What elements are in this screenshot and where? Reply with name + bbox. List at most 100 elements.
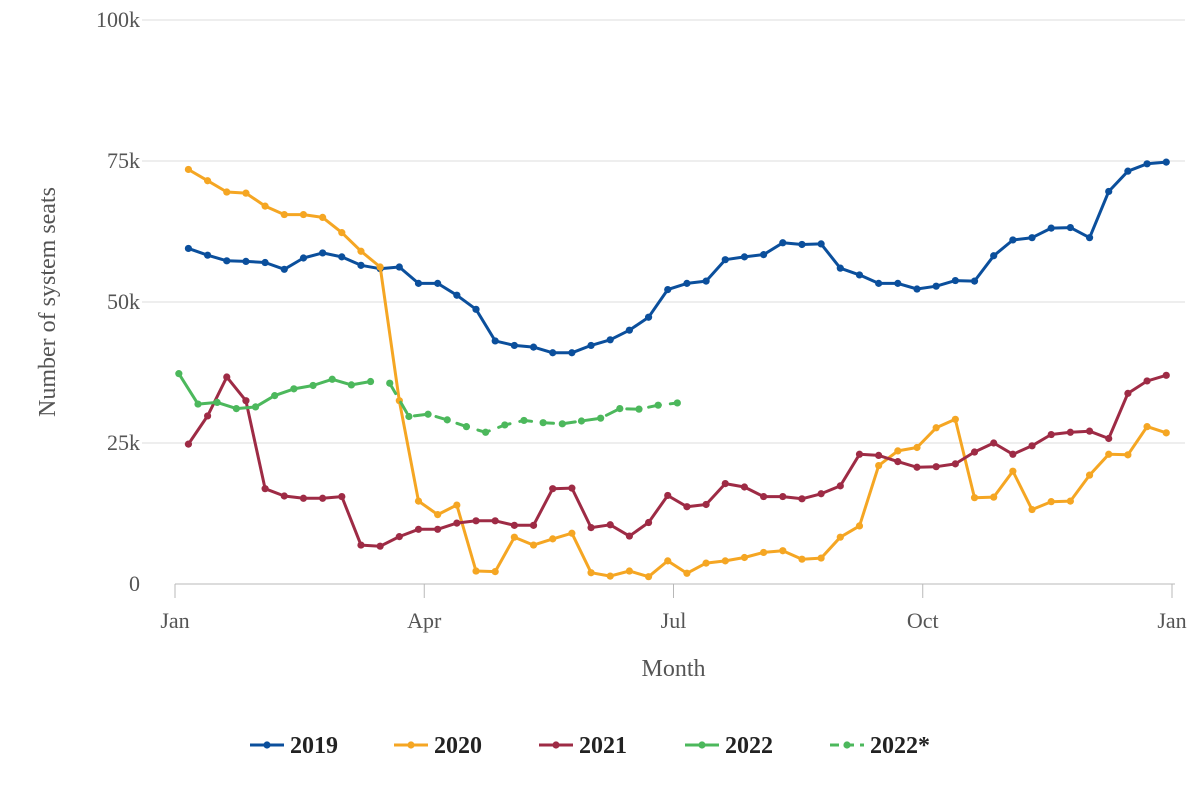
data-point[interactable] [951, 415, 959, 423]
data-point[interactable] [1124, 167, 1132, 175]
data-point[interactable] [242, 397, 250, 405]
data-point[interactable] [817, 554, 825, 562]
data-point[interactable] [434, 525, 442, 533]
data-point[interactable] [280, 210, 288, 219]
data-point[interactable] [491, 337, 499, 345]
data-point[interactable] [1143, 377, 1151, 385]
data-point[interactable] [1162, 429, 1170, 437]
data-point[interactable] [203, 412, 212, 420]
data-point[interactable] [194, 400, 202, 408]
data-point[interactable] [338, 229, 346, 237]
data-point[interactable] [779, 547, 787, 555]
data-point[interactable] [309, 381, 317, 390]
data-point[interactable] [510, 341, 518, 350]
data-point[interactable] [654, 401, 662, 409]
data-point[interactable] [779, 239, 787, 247]
data-point[interactable] [558, 420, 566, 428]
data-point[interactable] [760, 548, 768, 557]
data-point[interactable] [855, 271, 864, 279]
data-point[interactable] [319, 249, 327, 257]
data-point[interactable] [184, 244, 193, 253]
data-point[interactable] [1105, 450, 1113, 458]
data-point[interactable] [702, 559, 710, 567]
legend-item-2022*[interactable]: 2022* [830, 733, 930, 759]
data-point[interactable] [184, 440, 193, 448]
data-point[interactable] [577, 417, 586, 425]
data-point[interactable] [328, 375, 336, 383]
data-point[interactable] [510, 521, 518, 529]
data-point[interactable] [673, 399, 681, 407]
data-point[interactable] [625, 567, 634, 575]
data-point[interactable] [424, 410, 432, 418]
data-point[interactable] [405, 412, 413, 421]
data-point[interactable] [319, 213, 327, 221]
data-point[interactable] [1085, 427, 1094, 435]
data-point[interactable] [242, 257, 250, 265]
data-point[interactable] [357, 247, 365, 255]
data-point[interactable] [1105, 187, 1113, 196]
data-point[interactable] [539, 419, 547, 427]
data-point[interactable] [721, 557, 729, 565]
legend-item-2022[interactable]: 2022 [685, 733, 773, 759]
data-point[interactable] [1066, 223, 1074, 232]
data-point[interactable] [290, 385, 298, 393]
data-point[interactable] [836, 264, 844, 272]
data-point[interactable] [798, 240, 806, 249]
data-point[interactable] [203, 251, 212, 259]
data-point[interactable] [1085, 471, 1094, 479]
data-point[interactable] [683, 279, 691, 287]
data-point[interactable] [836, 482, 844, 490]
data-point[interactable] [482, 428, 490, 436]
data-point[interactable] [184, 165, 193, 174]
data-point[interactable] [453, 291, 461, 299]
data-point[interactable] [990, 493, 998, 501]
data-point[interactable] [875, 461, 883, 470]
data-point[interactable] [606, 572, 614, 580]
data-point[interactable] [635, 405, 643, 413]
data-point[interactable] [1085, 234, 1094, 242]
data-point[interactable] [299, 210, 308, 219]
data-point[interactable] [817, 240, 825, 248]
data-point[interactable] [568, 484, 576, 492]
data-point[interactable] [1162, 158, 1170, 166]
data-point[interactable] [970, 277, 979, 285]
data-point[interactable] [501, 421, 509, 429]
data-point[interactable] [1009, 236, 1017, 244]
data-point[interactable] [644, 573, 653, 581]
data-point[interactable] [568, 349, 576, 357]
data-point[interactable] [913, 443, 921, 452]
data-point[interactable] [625, 532, 634, 540]
data-point[interactable] [280, 492, 288, 500]
data-point[interactable] [414, 279, 423, 287]
data-point[interactable] [932, 424, 940, 432]
data-point[interactable] [970, 494, 979, 502]
data-point[interactable] [894, 279, 902, 287]
data-point[interactable] [798, 495, 806, 503]
data-point[interactable] [1162, 371, 1170, 379]
data-point[interactable] [597, 414, 605, 422]
data-point[interactable] [702, 500, 710, 509]
data-point[interactable] [970, 448, 979, 456]
data-point[interactable] [223, 373, 231, 381]
data-point[interactable] [271, 392, 279, 400]
data-point[interactable] [1143, 423, 1151, 431]
data-point[interactable] [529, 541, 538, 549]
data-point[interactable] [472, 305, 480, 313]
data-point[interactable] [932, 463, 940, 471]
data-point[interactable] [472, 567, 480, 575]
data-point[interactable] [683, 569, 691, 577]
data-point[interactable] [721, 256, 729, 264]
data-point[interactable] [299, 254, 308, 262]
data-point[interactable] [223, 188, 231, 196]
data-point[interactable] [817, 490, 825, 498]
data-point[interactable] [549, 349, 557, 357]
data-point[interactable] [357, 541, 365, 549]
data-point[interactable] [366, 377, 375, 386]
data-point[interactable] [644, 313, 653, 321]
data-point[interactable] [779, 492, 787, 501]
data-point[interactable] [414, 497, 423, 505]
data-point[interactable] [875, 451, 883, 460]
data-point[interactable] [644, 518, 653, 527]
data-point[interactable] [616, 404, 624, 413]
data-point[interactable] [232, 404, 240, 413]
